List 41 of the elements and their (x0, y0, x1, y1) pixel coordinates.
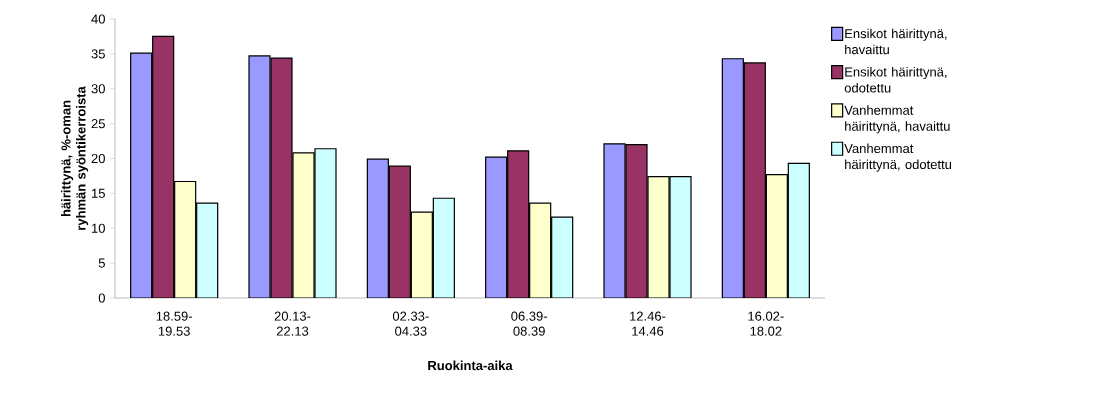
y-tick-label: 40 (91, 14, 105, 24)
y-axis-title: häirittynä, %-oman ryhmän syöntikerroista (61, 86, 89, 230)
x-tick-label: 12.46-14.46 (630, 311, 666, 336)
y-tick-label: 20 (91, 153, 105, 164)
bar (152, 35, 175, 298)
x-tick-label: 06.39-08.39 (511, 311, 548, 336)
y-tick-label: 10 (92, 223, 105, 233)
y-tick-label: 15 (92, 188, 105, 198)
bar (551, 216, 574, 298)
legend-label: Ensikot häirittynä, odotettu (844, 66, 947, 93)
bar (432, 197, 455, 298)
legend-label: Vanhemmat häirittynä, odotettu (844, 143, 952, 172)
bar (196, 202, 219, 298)
x-tick-label: 16.02-18.02 (748, 311, 784, 336)
legend-label: Vanhemmat häirittynä, havaittu (844, 105, 950, 134)
x-tick-label: 18.59-19.53 (156, 311, 193, 336)
x-tick-label: 20.13-22.13 (274, 311, 311, 336)
x-axis-title: Ruokinta-aika (428, 360, 513, 371)
bar (366, 158, 389, 298)
bar (410, 211, 433, 298)
y-tick-label: 5 (98, 258, 105, 268)
bar (787, 162, 810, 298)
bar (765, 173, 788, 298)
bar (388, 165, 411, 298)
bar (270, 57, 293, 298)
bar (174, 180, 197, 298)
y-tick-label: 30 (91, 84, 105, 94)
legend-label: Ensikot häirittynä, havaittu (845, 28, 947, 55)
bar (248, 55, 271, 298)
bar (625, 143, 648, 298)
y-tick-label: 0 (98, 293, 105, 303)
bar (314, 148, 337, 298)
bar (130, 52, 153, 298)
y-tick-label: 25 (91, 119, 105, 129)
y-tick-label: 35 (91, 49, 105, 59)
bar (721, 58, 744, 298)
bar (485, 156, 508, 298)
bar (743, 62, 766, 298)
bar (529, 202, 552, 298)
x-tick-label: 02.33-04.33 (392, 311, 429, 336)
bar (507, 150, 530, 298)
